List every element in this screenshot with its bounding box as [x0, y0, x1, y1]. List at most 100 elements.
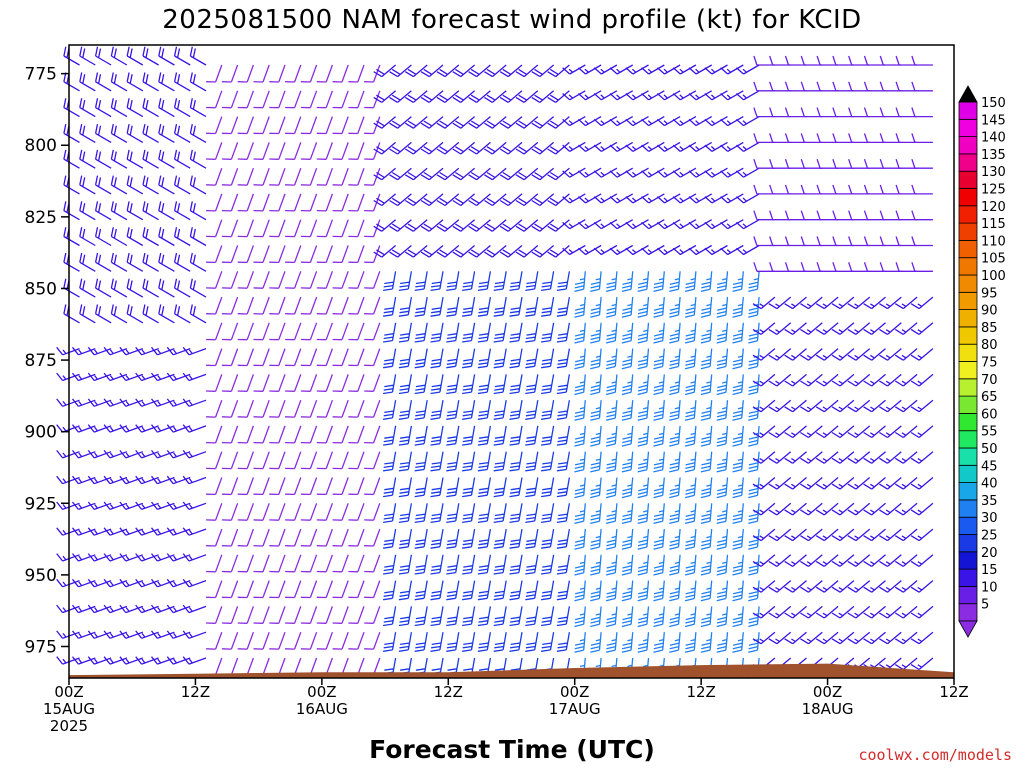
wind-barb [815, 322, 839, 335]
wind-barb [477, 348, 492, 369]
wind-barb [253, 322, 270, 341]
wind-barb [237, 167, 255, 186]
wind-barb [577, 64, 602, 75]
wind-barb [784, 580, 807, 593]
wind-barb [316, 348, 334, 367]
wind-barb [753, 133, 775, 144]
wind-barb [547, 116, 570, 129]
wind-barb [87, 501, 112, 511]
wind-barb [142, 98, 159, 118]
wind-barb [574, 271, 586, 293]
wind-barb [577, 116, 602, 127]
wind-barb [404, 167, 428, 181]
colorbar-top-arrow [958, 85, 978, 103]
colorbar-swatch [958, 239, 978, 259]
wind-barb [752, 631, 776, 645]
wind-barb [332, 90, 349, 109]
wind-barb [135, 578, 159, 588]
wind-barb [556, 322, 571, 343]
wind-barb [221, 167, 239, 186]
wind-barb [206, 631, 223, 650]
colorbar-label: 25 [981, 529, 998, 544]
wind-barb [383, 425, 397, 446]
wind-barb [577, 219, 602, 230]
wind-barb [430, 503, 444, 524]
wind-barb [894, 580, 918, 593]
wind-barb [894, 451, 918, 464]
wind-barb [316, 64, 334, 83]
wind-barb [748, 271, 760, 293]
wind-barb [285, 631, 302, 650]
colorbar-label: 105 [981, 252, 1006, 267]
wind-barb [452, 90, 476, 103]
wind-barb [269, 631, 286, 650]
wind-barb [452, 141, 476, 155]
wind-barb [863, 262, 886, 272]
wind-barb [894, 425, 918, 439]
wind-barb [300, 322, 318, 341]
wind-barb [653, 554, 665, 576]
wind-barb [126, 252, 144, 272]
wind-barb [752, 296, 776, 310]
wind-barb [87, 630, 112, 639]
wind-barb [414, 296, 428, 317]
wind-barb [316, 631, 334, 650]
wind-barb [831, 528, 855, 542]
wind-barb [348, 322, 365, 341]
wind-barb [653, 400, 665, 421]
wind-barb [79, 252, 96, 272]
wind-barb [420, 245, 444, 258]
colorbar-swatch [958, 378, 978, 397]
wind-barb [800, 81, 823, 92]
wind-barb [119, 346, 144, 356]
wind-barb [332, 477, 349, 496]
wind-barb [142, 278, 159, 298]
wind-barb [221, 374, 239, 392]
wind-barb [769, 262, 791, 272]
wind-barb [383, 580, 397, 601]
wind-barb [182, 372, 207, 382]
wind-barb [590, 529, 602, 550]
wind-barb [590, 580, 602, 602]
wind-barb [879, 296, 902, 310]
wind-barb [720, 141, 744, 152]
wind-barb [206, 322, 223, 341]
wind-barb [300, 142, 318, 160]
wind-barb [769, 210, 791, 221]
wind-barb [253, 90, 270, 109]
wind-barb [879, 554, 902, 567]
wind-barb [189, 304, 207, 324]
wind-barb [269, 399, 286, 418]
wind-barb [71, 527, 96, 536]
wind-barb [182, 346, 207, 356]
wind-barb [894, 657, 918, 671]
wind-barb [173, 252, 191, 272]
wind-barb [669, 297, 681, 318]
wind-barb [911, 55, 933, 66]
wind-barb [863, 425, 886, 439]
wind-barb [732, 322, 744, 344]
wind-barb [863, 451, 886, 464]
wind-barb [735, 193, 760, 204]
wind-barb [831, 502, 855, 516]
wind-barb [316, 90, 334, 109]
wind-barb [735, 116, 760, 127]
wind-barb [784, 322, 807, 335]
wind-barb [499, 141, 523, 155]
wind-barb [700, 425, 713, 447]
wind-barb [672, 141, 697, 152]
wind-barb [800, 605, 823, 619]
wind-barb [700, 451, 713, 473]
wind-barb [237, 245, 255, 264]
wind-barb [574, 425, 586, 447]
wind-barb [752, 425, 776, 439]
wind-barb [684, 322, 697, 344]
wind-barb [732, 374, 744, 396]
wind-barb [446, 554, 460, 575]
wind-barb [56, 475, 80, 485]
wind-barb [704, 167, 728, 178]
wind-barb [420, 193, 444, 207]
wind-barb [879, 502, 902, 516]
wind-barb [493, 425, 507, 446]
wind-barb [910, 528, 934, 542]
